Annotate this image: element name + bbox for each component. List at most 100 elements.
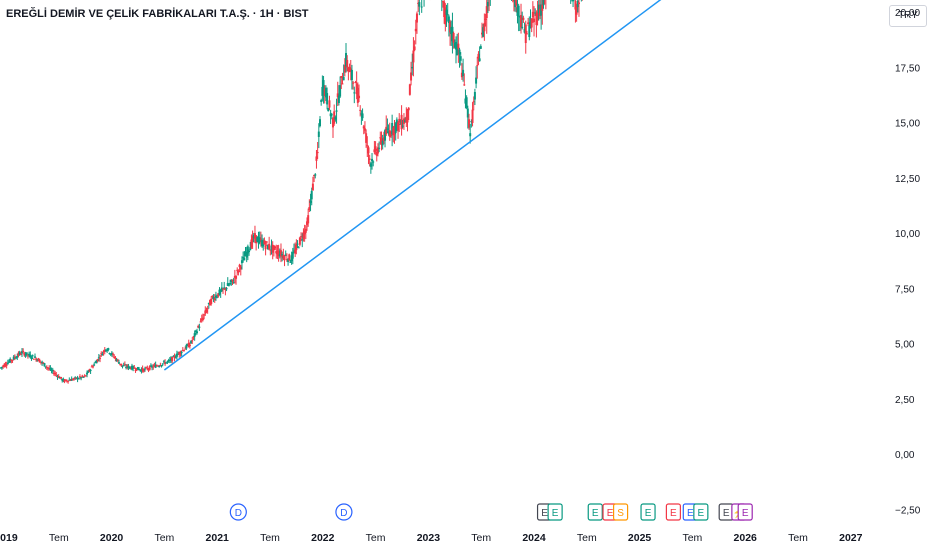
- x-tick-label: 2021: [206, 532, 230, 544]
- support-trendline[interactable]: [163, 0, 798, 371]
- candle-body: [83, 375, 86, 377]
- candle-body: [467, 119, 470, 128]
- candle-body: [405, 116, 408, 123]
- candle-body: [515, 0, 518, 6]
- candle-body: [378, 147, 381, 149]
- currency-selector-button[interactable]: TRY: [889, 5, 927, 27]
- x-tick-label: Tem: [260, 532, 280, 544]
- candle-body: [214, 295, 217, 298]
- y-tick-label: 2,50: [895, 395, 915, 406]
- candle-body: [352, 82, 355, 84]
- candle-body: [320, 100, 323, 102]
- x-tick-label: 2019: [0, 532, 18, 544]
- event-marker[interactable]: E: [693, 503, 709, 521]
- candle-body: [5, 364, 8, 366]
- candle-body: [148, 366, 151, 370]
- candle-body: [406, 109, 409, 123]
- candle-body: [147, 368, 150, 370]
- candle-body: [281, 254, 284, 256]
- candle-body: [294, 249, 297, 254]
- candle-body: [211, 295, 214, 298]
- event-marker-label: D: [340, 508, 347, 519]
- dividend-marker-circle: [335, 503, 353, 521]
- candle-body: [164, 362, 167, 365]
- candle-body: [179, 351, 182, 355]
- candle-body: [249, 247, 252, 251]
- price-axis[interactable]: 37,5035,0032,5030,0027,5025,0020,0017,50…: [895, 0, 921, 550]
- event-marker[interactable]: E: [665, 503, 681, 521]
- candle-body: [277, 250, 280, 257]
- candle-body: [332, 117, 335, 128]
- candle-body: [2, 365, 5, 367]
- candle-body: [456, 47, 459, 56]
- candle-body: [285, 259, 288, 261]
- event-marker[interactable]: E: [737, 503, 753, 521]
- candle-body: [206, 308, 209, 310]
- candle-body: [321, 86, 324, 96]
- candle-body: [238, 264, 241, 268]
- candle-body: [363, 128, 366, 131]
- earnings-marker-box: [693, 503, 709, 521]
- trendline-drawing[interactable]: [163, 0, 798, 371]
- candle-body: [178, 352, 181, 355]
- candle-body: [265, 241, 268, 243]
- candle-body: [307, 215, 310, 224]
- candle-body: [135, 368, 138, 371]
- candle-body: [121, 365, 124, 367]
- candle-body: [140, 369, 143, 372]
- candle-body: [291, 252, 294, 259]
- candle-body: [272, 245, 275, 251]
- event-marker-label: E: [607, 508, 614, 519]
- candle-body: [223, 287, 226, 289]
- candle-body: [253, 233, 256, 239]
- candle-body: [7, 361, 10, 363]
- candle-body: [29, 354, 32, 358]
- candle-body: [250, 239, 253, 248]
- x-tick-label: 2020: [100, 532, 124, 544]
- candle-body: [171, 357, 174, 362]
- candle-body: [451, 26, 454, 42]
- candle-body: [400, 114, 403, 130]
- x-tick-label: 2026: [734, 532, 758, 544]
- event-marker[interactable]: E: [718, 503, 734, 521]
- event-marker[interactable]: E: [640, 503, 656, 521]
- candle-body: [186, 344, 189, 346]
- candle-body: [453, 42, 456, 48]
- candle-body: [114, 357, 117, 359]
- candle-body: [415, 13, 418, 23]
- event-marker[interactable]: D: [229, 503, 247, 521]
- candle-body: [466, 108, 469, 118]
- candle-body: [316, 151, 319, 154]
- x-tick-label: 2025: [628, 532, 652, 544]
- candle-body: [56, 376, 59, 378]
- candle-body: [300, 236, 303, 238]
- candle-body: [276, 250, 279, 255]
- candle-body: [478, 58, 481, 62]
- event-marker[interactable]: S: [612, 503, 629, 521]
- candle-body: [486, 1, 489, 7]
- candle-body: [354, 82, 357, 84]
- candle-body: [518, 16, 521, 18]
- y-tick-label: 0,00: [895, 450, 915, 461]
- x-tick-label: Tem: [788, 532, 808, 544]
- candle-body: [360, 113, 363, 115]
- candle-body: [11, 359, 14, 361]
- candle-body: [10, 359, 13, 361]
- time-axis[interactable]: 2019 Tem 2020 Tem 2021 Tem 2022 Tem 2023 Tem 2024 T…: [0, 532, 863, 544]
- event-marker[interactable]: E: [587, 503, 603, 521]
- candle-body: [193, 333, 196, 337]
- candle-body: [170, 358, 173, 361]
- candle-body: [4, 363, 7, 366]
- event-marker[interactable]: D: [335, 503, 353, 521]
- candle-body: [74, 377, 77, 379]
- candle-body: [374, 146, 377, 151]
- candle-body: [263, 240, 266, 245]
- event-marker[interactable]: E: [547, 503, 563, 521]
- candle-body: [222, 288, 225, 290]
- candle-body: [417, 2, 420, 4]
- event-marker-label: D: [235, 508, 242, 519]
- candle-body: [516, 7, 519, 16]
- event-marker-label: E: [592, 508, 599, 519]
- candle-body: [248, 250, 251, 253]
